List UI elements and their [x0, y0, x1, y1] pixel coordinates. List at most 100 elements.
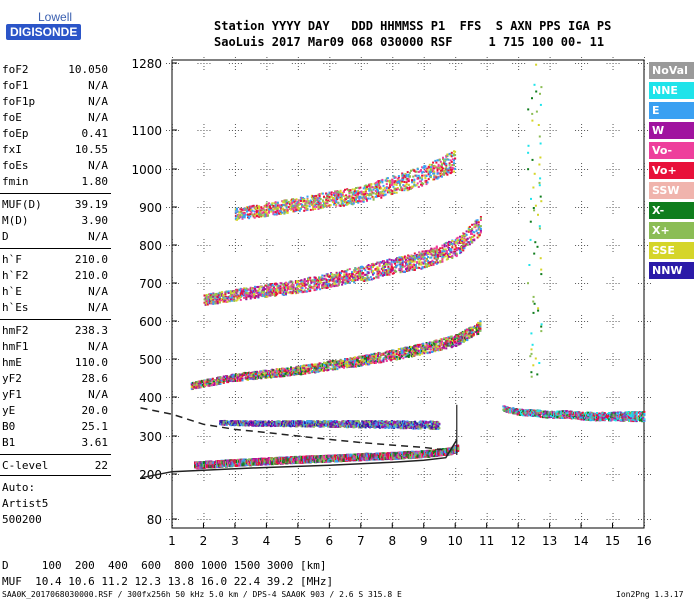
param-label: foF1p — [2, 95, 36, 108]
echo-point — [382, 359, 385, 362]
echo-point — [451, 345, 454, 348]
echo-point — [445, 347, 448, 350]
echo-point — [422, 349, 425, 352]
x-tick-label: 14 — [573, 534, 588, 548]
echo-trace-f2-3rd-hop — [203, 216, 482, 306]
echo-point — [218, 296, 221, 299]
param-row: D N/A — [2, 230, 108, 246]
param-row: yE 20.0 — [2, 404, 108, 420]
echo-point — [471, 329, 474, 332]
param-value: N/A — [88, 111, 108, 124]
echo-point — [440, 338, 443, 341]
logo-lowell: Lowell — [38, 10, 73, 24]
param-value: 10.55 — [74, 143, 108, 156]
param-value: N/A — [88, 301, 108, 314]
x-tick-label: 2 — [200, 534, 208, 548]
echo-point — [390, 358, 393, 361]
echo-point — [426, 352, 429, 355]
echo-point — [384, 358, 387, 361]
echo-point — [212, 302, 215, 305]
param-label: h`F — [2, 253, 22, 266]
echo-point — [341, 360, 344, 362]
echo-point — [477, 333, 480, 335]
param-label: yF1 — [2, 388, 22, 401]
echo-point — [421, 352, 424, 355]
echo-point — [305, 364, 308, 367]
param-row: fmin 1.80 — [2, 175, 108, 191]
echo-point — [472, 332, 475, 335]
echo-point — [241, 379, 244, 382]
param-row: foF2 10.050 — [2, 63, 108, 79]
x-tick-label: 16 — [636, 534, 651, 548]
echo-point — [302, 368, 305, 371]
echo-point — [346, 365, 349, 368]
param-label: foF2 — [2, 63, 29, 76]
param-row: hmF2 238.3 — [2, 324, 108, 340]
echo-point — [290, 367, 292, 370]
y-tick-label: 1100 — [131, 124, 162, 138]
echo-point — [318, 367, 321, 369]
echo-point — [479, 322, 482, 325]
echo-point — [203, 294, 206, 297]
x-tick-label: 1 — [168, 534, 176, 548]
echo-point — [443, 337, 446, 340]
echo-point — [443, 346, 446, 349]
param-row: yF1 N/A — [2, 388, 108, 404]
echo-point — [358, 355, 361, 358]
y-tick-label: 1000 — [131, 163, 162, 177]
echo-point — [228, 295, 231, 298]
param-value: 3.90 — [81, 214, 109, 227]
param-value: 238.3 — [74, 324, 108, 337]
echo-point — [334, 366, 337, 369]
param-value: 10.050 — [68, 63, 108, 76]
x-tick-label: 3 — [231, 534, 239, 548]
echo-point — [241, 377, 244, 380]
echo-point — [366, 354, 368, 357]
param-value: N/A — [88, 340, 108, 353]
echo-point — [338, 366, 341, 369]
param-label: D — [2, 230, 9, 243]
echo-point — [304, 372, 307, 375]
x-tick-label: 8 — [388, 534, 396, 548]
echo-point — [254, 373, 257, 375]
param-label: hmF1 — [2, 340, 29, 353]
param-value: N/A — [88, 95, 108, 108]
echo-point — [211, 377, 214, 380]
param-label: yE — [2, 404, 16, 417]
param-label: foEs — [2, 159, 29, 172]
param-row: yF2 28.6 — [2, 372, 108, 388]
ionogram-chart: 1 2 3 4 5 6 7 8 9 10 11 12 13 14 15 1680200300400500600… — [131, 57, 652, 548]
param-label: h`E — [2, 285, 22, 298]
echo-point — [479, 320, 482, 323]
param-label: hmF2 — [2, 324, 29, 337]
y-tick-label: 1280 — [131, 57, 162, 71]
param-row: h`E N/A — [2, 285, 108, 301]
y-tick-label: 300 — [139, 430, 162, 444]
echo-point — [479, 327, 482, 330]
y-tick-label: 900 — [139, 201, 162, 215]
param-label: hmE — [2, 356, 22, 369]
x-tick-label: 10 — [448, 534, 463, 548]
param-label: h`F2 — [2, 269, 29, 282]
echo-point — [477, 321, 480, 324]
y-tick-label: 600 — [139, 315, 162, 329]
echo-point — [297, 367, 300, 370]
param-label: MUF(D) — [2, 198, 42, 211]
echo-point — [428, 351, 431, 354]
param-value: 210.0 — [74, 269, 108, 282]
param-label: fmin — [2, 175, 29, 188]
echo-point — [393, 353, 396, 356]
echo-point — [205, 297, 208, 300]
echo-point — [455, 345, 458, 347]
echo-point — [395, 355, 398, 358]
echo-point — [468, 337, 471, 339]
param-row: hmE 110.0 — [2, 356, 108, 372]
param-value: 28.6 — [81, 372, 109, 385]
echo-point — [402, 357, 405, 360]
echo-point — [417, 345, 420, 348]
x-tick-label: 4 — [263, 534, 271, 548]
x-tick-label: 11 — [479, 534, 494, 548]
param-label: yF2 — [2, 372, 22, 385]
param-label: h`Es — [2, 301, 29, 314]
echo-point — [454, 338, 457, 341]
